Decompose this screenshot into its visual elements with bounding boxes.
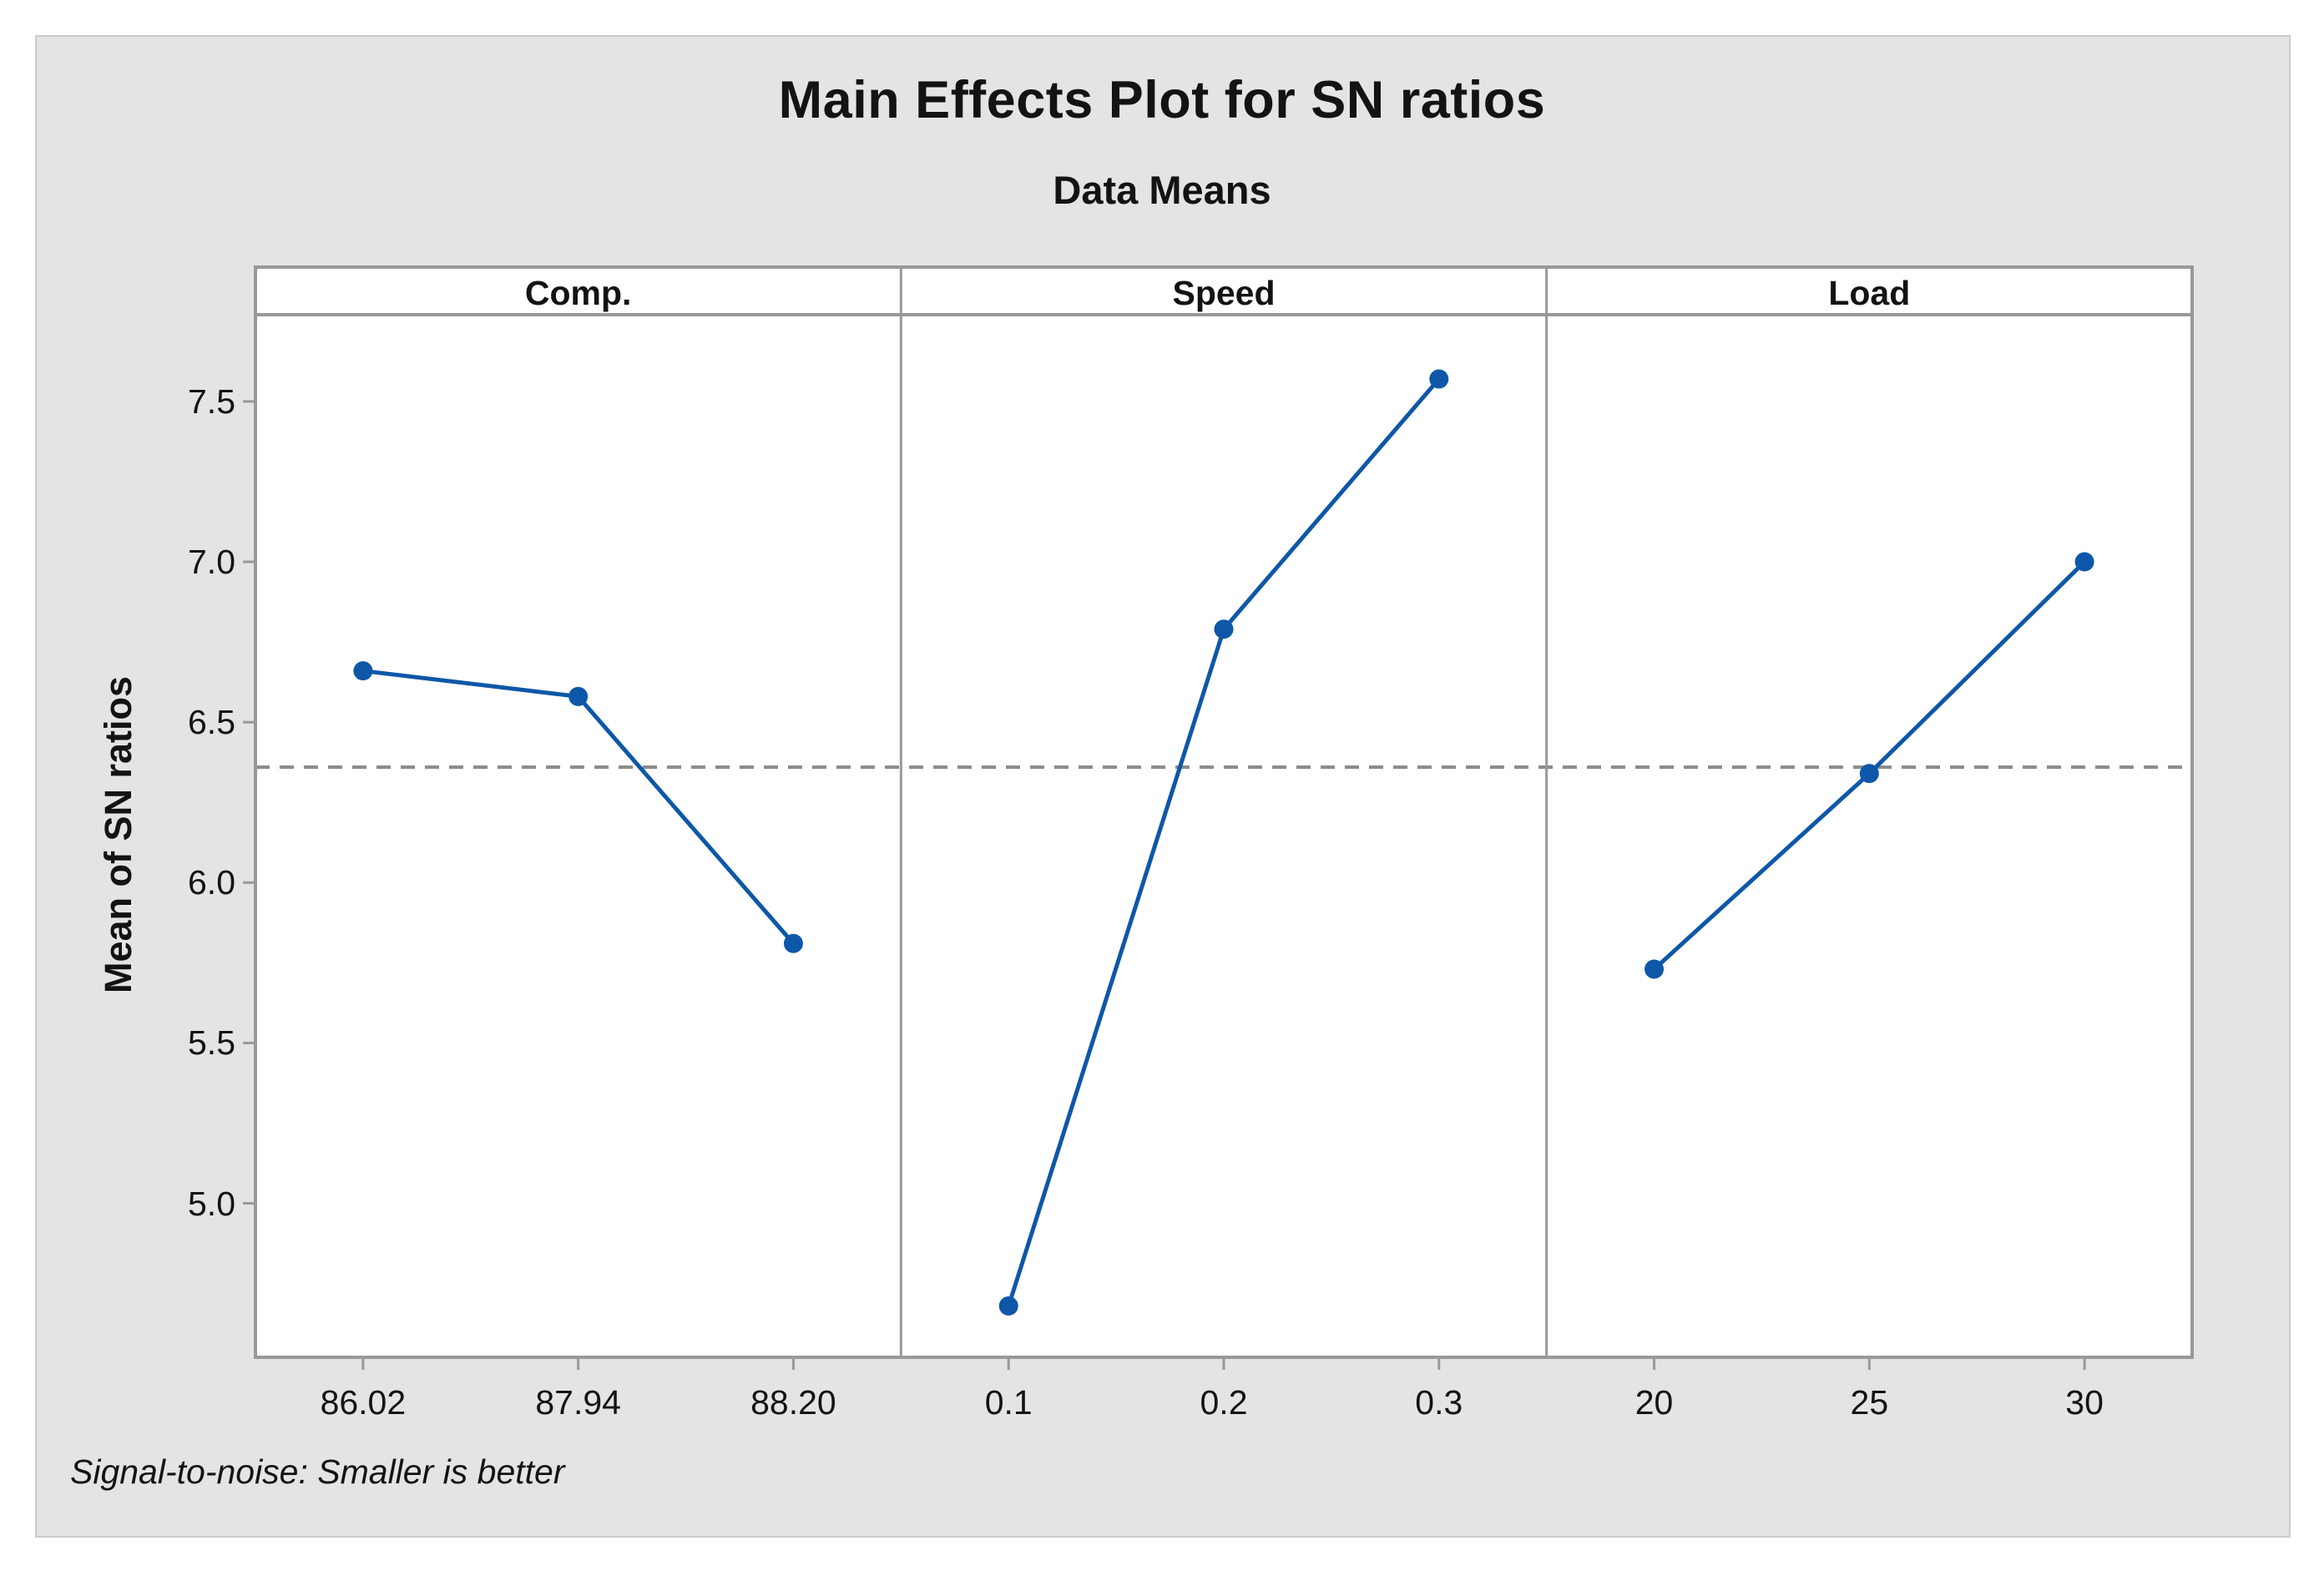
signal-to-noise-footnote: Signal-to-noise: Smaller is better — [70, 1452, 565, 1491]
x-tick-label: 0.2 — [1200, 1383, 1248, 1422]
chart-title: Main Effects Plot for SN ratios — [778, 71, 1546, 129]
x-tick-label: 0.3 — [1415, 1383, 1463, 1422]
panel-header-comp: Comp. — [524, 274, 632, 312]
x-tick-label: 86.02 — [320, 1383, 407, 1422]
x-tick-label: 87.94 — [535, 1383, 621, 1422]
y-tick-label: 5.0 — [188, 1184, 235, 1223]
panel-header-load: Load — [1828, 274, 1911, 312]
y-axis-title: Mean of SN ratios — [97, 675, 139, 994]
y-tick-label: 5.5 — [188, 1023, 235, 1063]
y-tick-label: 7.5 — [188, 381, 235, 421]
x-tick-label: 30 — [2065, 1383, 2104, 1422]
y-tick-label: 7.0 — [188, 543, 235, 582]
x-tick-label: 20 — [1634, 1383, 1674, 1422]
x-tick-label: 0.1 — [984, 1383, 1033, 1422]
chart-subtitle: Data Means — [1053, 168, 1271, 212]
figure-background — [35, 35, 2291, 1538]
y-tick-label: 6.0 — [188, 863, 235, 902]
y-tick-label: 6.5 — [188, 703, 235, 742]
x-tick-label: 25 — [1850, 1383, 1889, 1422]
x-tick-label: 88.20 — [750, 1383, 836, 1422]
panel-header-speed: Speed — [1172, 274, 1276, 312]
